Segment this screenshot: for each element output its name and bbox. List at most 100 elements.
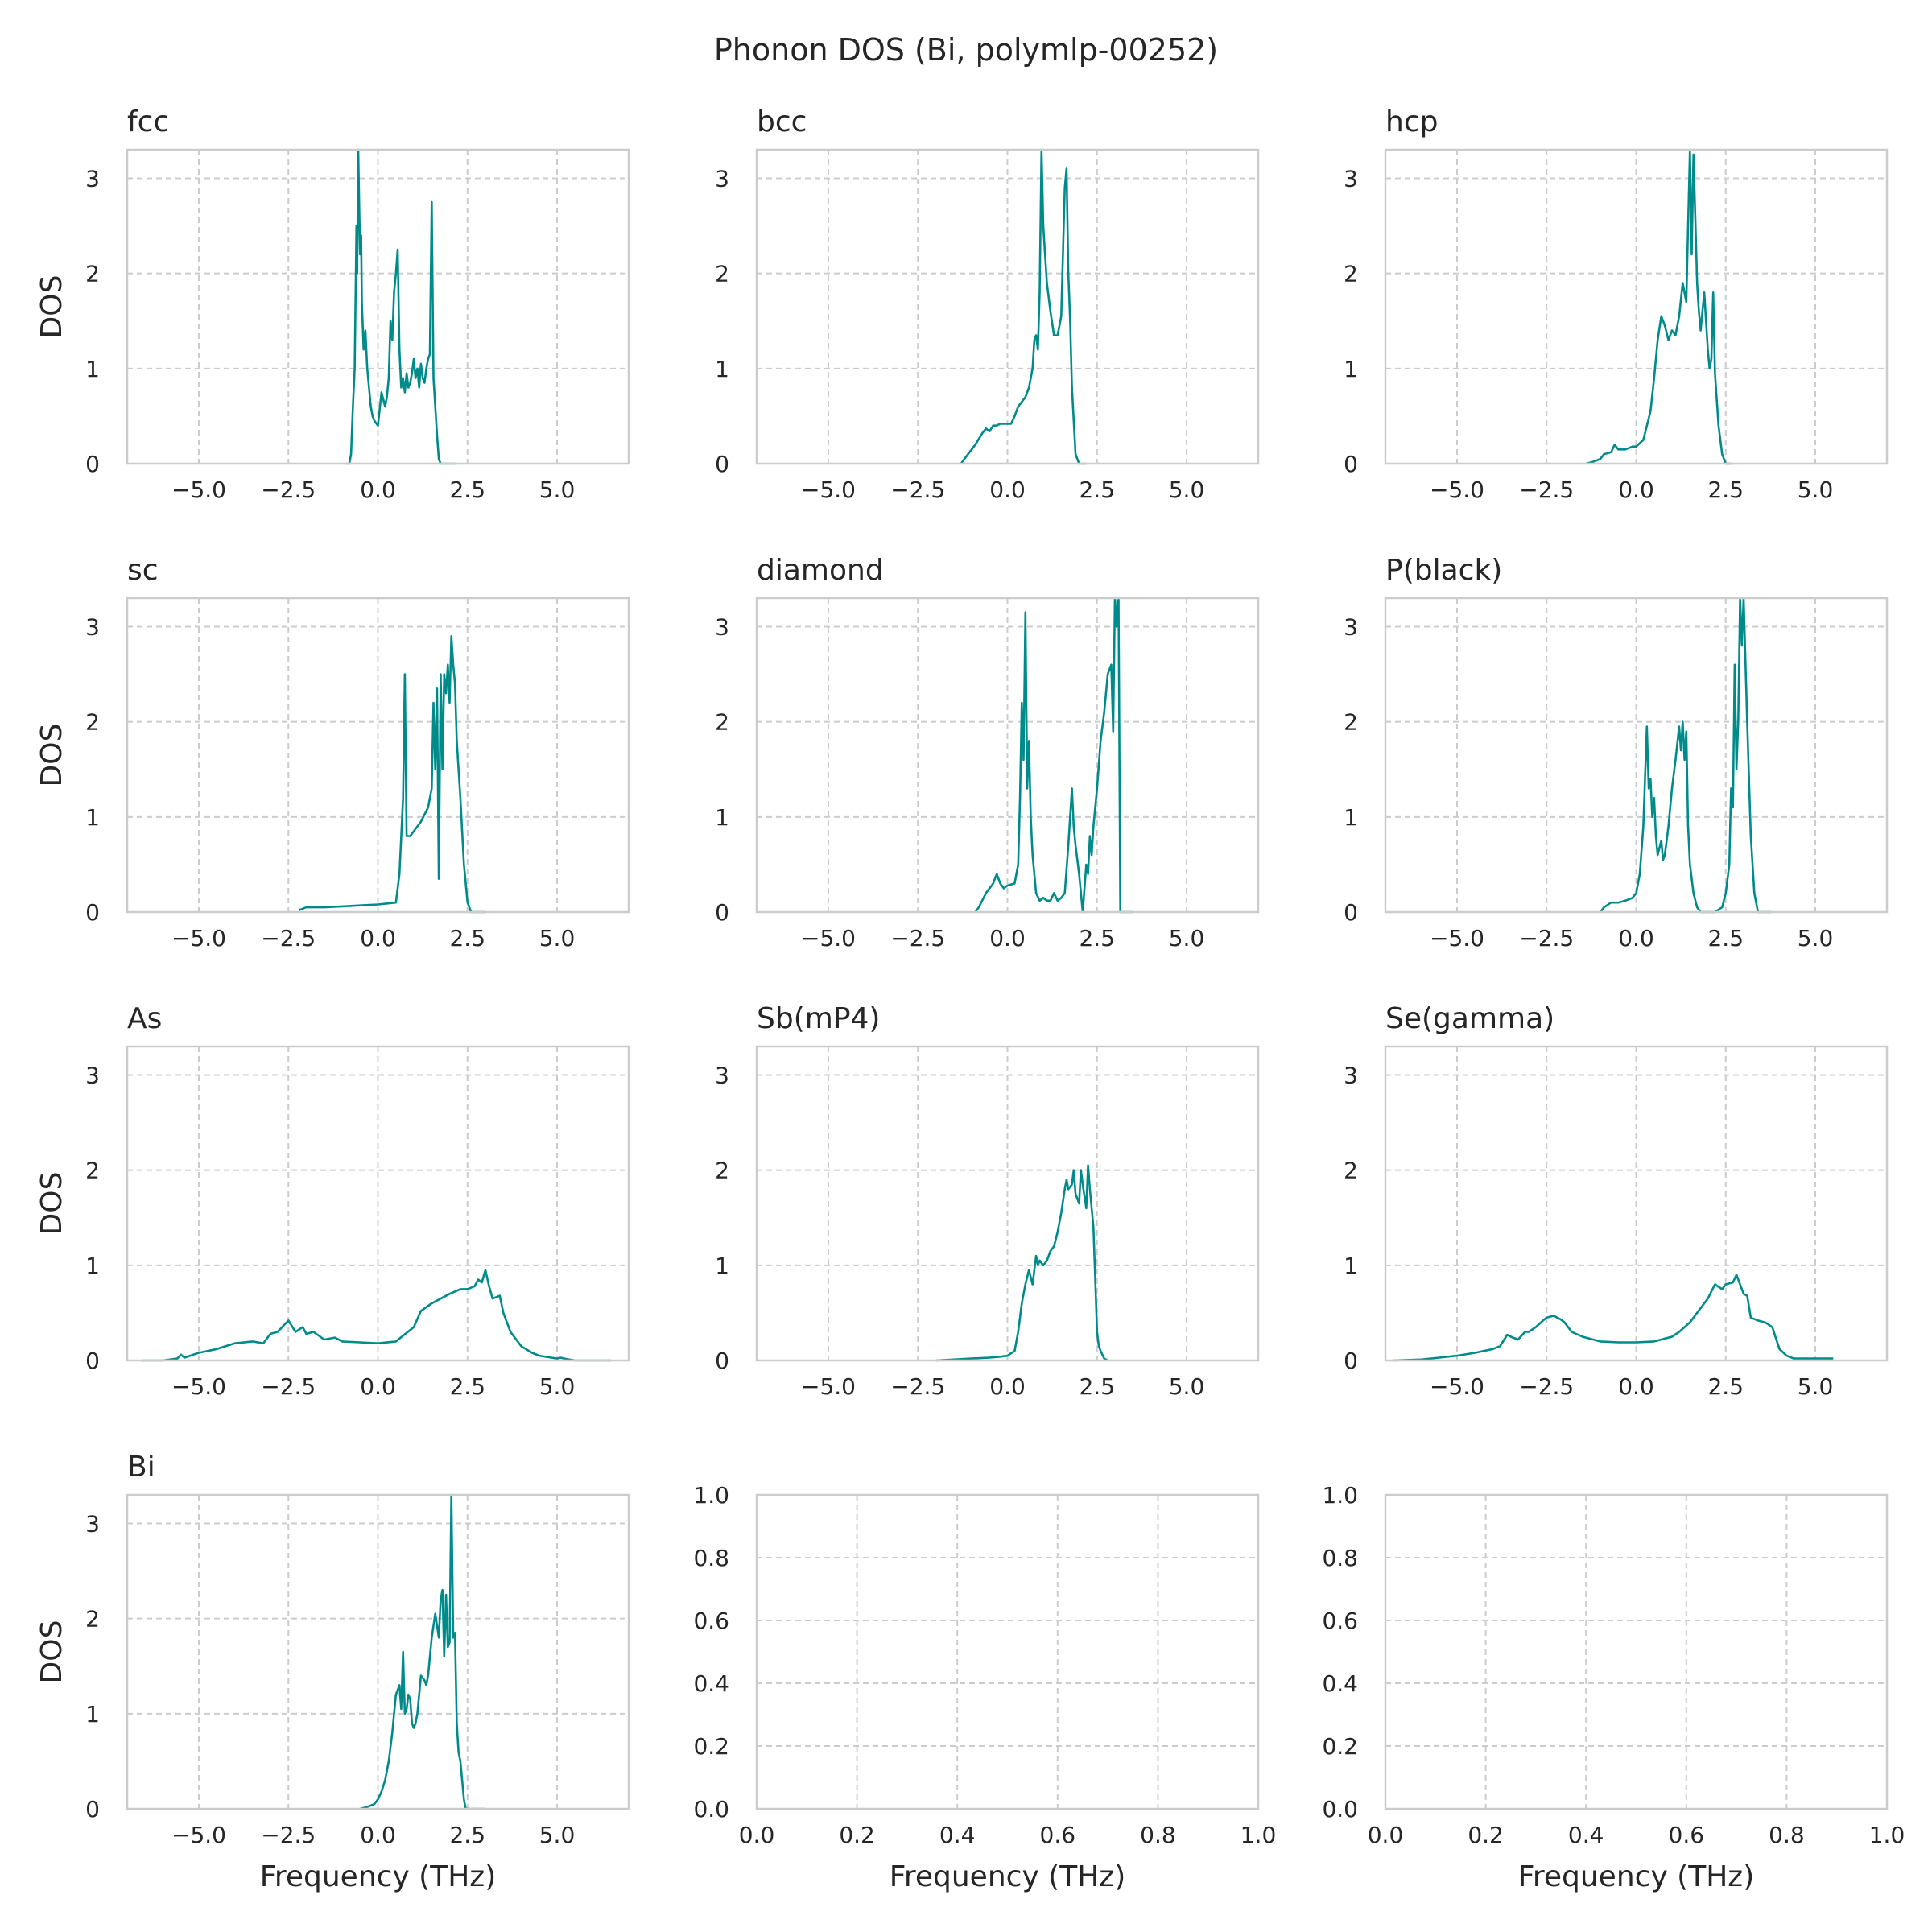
- x-tick-label: −5.0: [1430, 925, 1484, 952]
- x-tick-label: 0.6: [1669, 1822, 1705, 1848]
- y-tick-label: 2: [715, 261, 729, 287]
- y-tick-label: 2: [715, 709, 729, 736]
- y-tick-label: 2: [85, 709, 100, 736]
- y-tick-label: 1: [85, 1253, 100, 1279]
- x-tick-label: 2.5: [449, 1373, 485, 1400]
- y-tick-label: 0.8: [1322, 1545, 1358, 1571]
- figure-title: Phonon DOS (Bi, polymlp-00252): [714, 32, 1218, 68]
- x-tick-label: 1.0: [1869, 1822, 1905, 1848]
- x-tick-label: −2.5: [890, 1373, 945, 1400]
- subplot-grid: −5.0 −2.5 0.0 2.5 5.0 0 1 2 3 fcc DOS −5.0 −2.5 0.0 2.…: [35, 105, 1905, 1893]
- axes-frame: [126, 148, 630, 465]
- x-tick-label: 5.0: [1798, 925, 1834, 952]
- x-axis-label: Frequency (THz): [260, 1860, 496, 1893]
- axes-frame: [755, 597, 1260, 914]
- axes-frame: [1384, 1493, 1889, 1810]
- dos-line: [299, 634, 485, 914]
- x-tick-label: 0.4: [1568, 1822, 1604, 1848]
- x-tick-label: −2.5: [1519, 1373, 1574, 1400]
- subplot-5: −5.0 −2.5 0.0 2.5 5.0 0 1 2 3 diamond: [715, 554, 1260, 952]
- x-tick-label: 2.5: [449, 925, 485, 952]
- y-tick-label: 0: [85, 1796, 100, 1823]
- y-tick-label: 1: [85, 1701, 100, 1728]
- subplot-title: hcp: [1385, 105, 1438, 138]
- y-tick-label: 3: [85, 613, 100, 640]
- axes-frame: [126, 1045, 630, 1362]
- x-tick-label: −2.5: [890, 477, 945, 503]
- x-tick-label: 1.0: [1241, 1822, 1277, 1848]
- y-tick-label: 3: [1344, 165, 1358, 192]
- subplot-title: Sb(mP4): [757, 1002, 880, 1035]
- x-tick-label: 5.0: [539, 477, 576, 503]
- dos-line: [935, 1164, 1108, 1362]
- y-tick-label: 1.0: [693, 1482, 729, 1509]
- x-tick-label: 5.0: [1169, 925, 1205, 952]
- y-tick-label: 0.4: [693, 1670, 729, 1697]
- axes-frame: [1384, 148, 1889, 465]
- y-tick-label: 0.0: [1322, 1796, 1358, 1823]
- x-tick-label: 0.0: [1618, 477, 1654, 503]
- x-tick-label: −5.0: [171, 1373, 226, 1400]
- dos-line: [974, 597, 1133, 914]
- y-tick-label: 1.0: [1322, 1482, 1358, 1509]
- subplot-12: 0.0 0.2 0.4 0.6 0.8 1.0 0.0 0.2 0.4 0.6 0.8 1.0 Freq…: [1322, 1482, 1905, 1893]
- subplot-10: −5.0 −2.5 0.0 2.5 5.0 0 1 2 3 Bi DOS Frequency (THz…: [35, 1451, 630, 1893]
- x-tick-label: 0.2: [839, 1822, 875, 1848]
- y-tick-label: 0: [1344, 451, 1358, 477]
- dos-line: [960, 148, 1087, 465]
- x-tick-label: −5.0: [171, 1822, 226, 1848]
- axes-frame: [126, 597, 630, 914]
- subplot-title: fcc: [127, 105, 169, 138]
- subplot-6: −5.0 −2.5 0.0 2.5 5.0 0 1 2 3 P(black): [1344, 554, 1889, 952]
- x-tick-label: 2.5: [449, 477, 485, 503]
- subplot-2: −5.0 −2.5 0.0 2.5 5.0 0 1 2 3 bcc: [715, 105, 1260, 503]
- y-tick-label: 3: [1344, 613, 1358, 640]
- y-tick-label: 1: [85, 356, 100, 382]
- y-tick-label: 3: [715, 165, 729, 192]
- subplot-title: Se(gamma): [1385, 1002, 1554, 1035]
- y-tick-label: 0.4: [1322, 1670, 1358, 1697]
- x-tick-label: −5.0: [801, 477, 856, 503]
- y-tick-label: 3: [1344, 1062, 1358, 1088]
- axes-frame: [1384, 597, 1889, 914]
- y-axis-label: DOS: [35, 1172, 68, 1236]
- x-tick-label: −5.0: [801, 1373, 856, 1400]
- dos-line: [1392, 1274, 1834, 1362]
- x-tick-label: 5.0: [539, 925, 576, 952]
- y-tick-label: 0.0: [693, 1796, 729, 1823]
- dos-line: [141, 1269, 611, 1362]
- x-tick-label: 5.0: [1169, 477, 1205, 503]
- dos-line: [345, 148, 457, 465]
- x-tick-label: 0.0: [360, 1822, 396, 1848]
- x-tick-label: 0.0: [989, 1373, 1026, 1400]
- y-tick-label: 1: [1344, 804, 1358, 831]
- y-tick-label: 3: [715, 613, 729, 640]
- y-tick-label: 0: [715, 899, 729, 926]
- x-tick-label: 2.5: [1707, 477, 1744, 503]
- y-tick-label: 1: [715, 804, 729, 831]
- x-tick-label: 0.0: [360, 925, 396, 952]
- y-tick-label: 3: [85, 1062, 100, 1088]
- y-tick-label: 0: [1344, 1348, 1358, 1374]
- y-tick-label: 2: [1344, 709, 1358, 736]
- y-tick-label: 0: [715, 1348, 729, 1374]
- subplot-9: −5.0 −2.5 0.0 2.5 5.0 0 1 2 3 Se(gamma): [1344, 1002, 1889, 1400]
- x-tick-label: 0.6: [1040, 1822, 1076, 1848]
- x-tick-label: 5.0: [539, 1373, 576, 1400]
- x-tick-label: 0.0: [739, 1822, 775, 1848]
- x-tick-label: −2.5: [890, 925, 945, 952]
- subplot-title: P(black): [1385, 554, 1502, 587]
- x-tick-label: −5.0: [1430, 1373, 1484, 1400]
- y-tick-label: 1: [1344, 356, 1358, 382]
- x-tick-label: 0.4: [939, 1822, 976, 1848]
- x-tick-label: −2.5: [261, 1822, 316, 1848]
- x-tick-label: 0.0: [1368, 1822, 1404, 1848]
- subplot-title: diamond: [757, 554, 884, 587]
- x-tick-label: −5.0: [171, 477, 226, 503]
- y-tick-label: 2: [85, 261, 100, 287]
- x-tick-label: −2.5: [261, 1373, 316, 1400]
- x-tick-label: 2.5: [1079, 925, 1115, 952]
- subplot-11: 0.0 0.2 0.4 0.6 0.8 1.0 0.0 0.2 0.4 0.6 0.8 1.0 Freq…: [693, 1482, 1276, 1893]
- x-tick-label: −5.0: [171, 925, 226, 952]
